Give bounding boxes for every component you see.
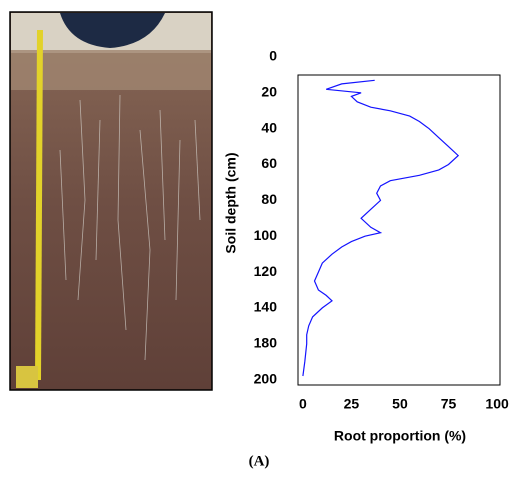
caption: (A) [249,453,270,469]
y-tick-label: 200 [254,370,278,386]
y-tick-label: 100 [254,227,278,243]
x-axis-label: Root proportion (%) [334,428,466,444]
y-tick-label: 120 [254,263,278,279]
y-tick-label: 40 [261,119,277,135]
y-tick-label: 140 [254,299,278,315]
x-tick-label: 100 [485,396,509,412]
y-tick-label: 0 [269,48,277,64]
y-tick-label: 20 [261,84,277,100]
x-tick-label: 25 [344,396,360,412]
x-tick-label: 75 [441,396,457,412]
soil-photo [9,11,213,391]
y-tick-label: 80 [261,191,277,207]
x-tick-label: 0 [299,396,307,412]
y-axis-label: Soil depth (cm) [223,152,239,253]
y-tick-label: 180 [254,334,278,350]
y-tick-label: 60 [261,155,277,171]
plot-frame [297,74,501,386]
x-tick-label: 50 [392,396,408,412]
root-line [302,79,460,377]
